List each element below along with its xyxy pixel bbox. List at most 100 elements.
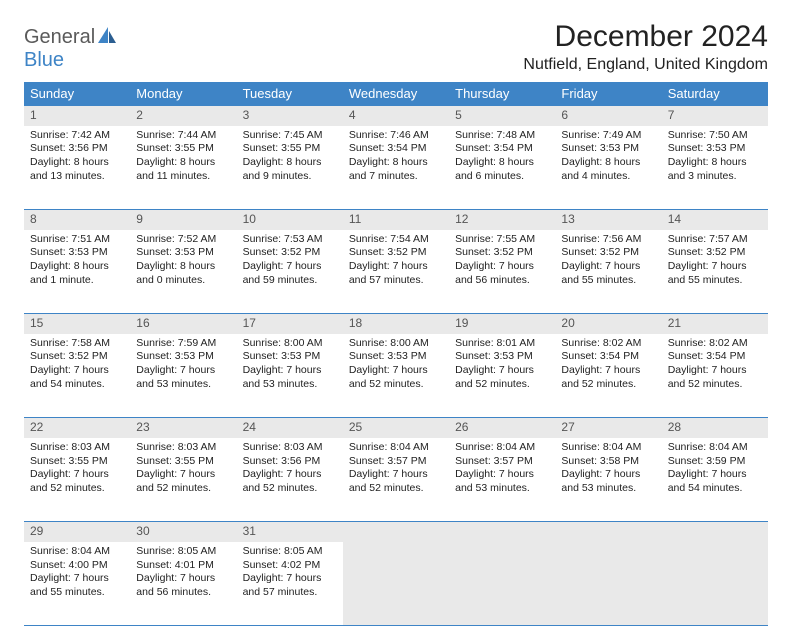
week-content-row: Sunrise: 8:03 AMSunset: 3:55 PMDaylight:… — [24, 438, 768, 522]
day-cell: Sunrise: 8:00 AMSunset: 3:53 PMDaylight:… — [237, 334, 343, 418]
day-cell: Sunrise: 8:04 AMSunset: 3:59 PMDaylight:… — [662, 438, 768, 522]
daylight-text: Daylight: 7 hours and 52 minutes. — [243, 468, 337, 495]
daylight-text: Daylight: 8 hours and 0 minutes. — [136, 260, 230, 287]
sunset-text: Sunset: 4:02 PM — [243, 559, 337, 573]
day-number-cell: 6 — [555, 106, 661, 126]
sunset-text: Sunset: 3:57 PM — [349, 455, 443, 469]
sunrise-text: Sunrise: 8:05 AM — [136, 545, 230, 559]
daylight-text: Daylight: 7 hours and 55 minutes. — [668, 260, 762, 287]
sunset-text: Sunset: 3:55 PM — [136, 455, 230, 469]
sunset-text: Sunset: 3:56 PM — [243, 455, 337, 469]
day-header-row: SundayMondayTuesdayWednesdayThursdayFrid… — [24, 82, 768, 106]
day-cell: Sunrise: 7:44 AMSunset: 3:55 PMDaylight:… — [130, 126, 236, 210]
day-cell: Sunrise: 8:03 AMSunset: 3:55 PMDaylight:… — [130, 438, 236, 522]
day-number-cell: 22 — [24, 418, 130, 438]
sunrise-text: Sunrise: 7:45 AM — [243, 129, 337, 143]
location-text: Nutfield, England, United Kingdom — [523, 56, 768, 74]
sunrise-text: Sunrise: 7:53 AM — [243, 233, 337, 247]
daylight-text: Daylight: 7 hours and 56 minutes. — [455, 260, 549, 287]
day-number-cell: 29 — [24, 522, 130, 542]
sunset-text: Sunset: 3:54 PM — [455, 142, 549, 156]
day-number-cell: 27 — [555, 418, 661, 438]
sunset-text: Sunset: 3:52 PM — [349, 246, 443, 260]
day-number-cell: 31 — [237, 522, 343, 542]
day-number-cell: 12 — [449, 210, 555, 230]
daylight-text: Daylight: 7 hours and 53 minutes. — [561, 468, 655, 495]
day-number-cell: 3 — [237, 106, 343, 126]
daylight-text: Daylight: 8 hours and 9 minutes. — [243, 156, 337, 183]
daylight-text: Daylight: 7 hours and 56 minutes. — [136, 572, 230, 599]
daylight-text: Daylight: 7 hours and 57 minutes. — [349, 260, 443, 287]
sunset-text: Sunset: 3:56 PM — [30, 142, 124, 156]
day-cell: Sunrise: 8:00 AMSunset: 3:53 PMDaylight:… — [343, 334, 449, 418]
sunset-text: Sunset: 3:55 PM — [243, 142, 337, 156]
sunset-text: Sunset: 3:54 PM — [349, 142, 443, 156]
daylight-text: Daylight: 7 hours and 53 minutes. — [455, 468, 549, 495]
sunset-text: Sunset: 3:52 PM — [455, 246, 549, 260]
sunrise-text: Sunrise: 7:56 AM — [561, 233, 655, 247]
day-cell: Sunrise: 8:03 AMSunset: 3:56 PMDaylight:… — [237, 438, 343, 522]
day-cell — [449, 542, 555, 626]
sunrise-text: Sunrise: 8:03 AM — [30, 441, 124, 455]
day-number-cell: 2 — [130, 106, 236, 126]
day-cell: Sunrise: 7:56 AMSunset: 3:52 PMDaylight:… — [555, 230, 661, 314]
day-number-cell: 18 — [343, 314, 449, 334]
daylight-text: Daylight: 7 hours and 54 minutes. — [30, 364, 124, 391]
title-block: December 2024 Nutfield, England, United … — [523, 20, 768, 74]
daylight-text: Daylight: 8 hours and 6 minutes. — [455, 156, 549, 183]
day-header: Sunday — [24, 82, 130, 106]
day-cell: Sunrise: 8:04 AMSunset: 3:57 PMDaylight:… — [343, 438, 449, 522]
daylight-text: Daylight: 8 hours and 1 minute. — [30, 260, 124, 287]
sunset-text: Sunset: 3:53 PM — [243, 350, 337, 364]
sunrise-text: Sunrise: 7:51 AM — [30, 233, 124, 247]
sunset-text: Sunset: 3:54 PM — [561, 350, 655, 364]
sunset-text: Sunset: 3:53 PM — [136, 350, 230, 364]
sunrise-text: Sunrise: 7:49 AM — [561, 129, 655, 143]
day-number-cell: 20 — [555, 314, 661, 334]
sunrise-text: Sunrise: 7:59 AM — [136, 337, 230, 351]
day-number-cell: 14 — [662, 210, 768, 230]
day-number-cell — [343, 522, 449, 542]
daylight-text: Daylight: 7 hours and 54 minutes. — [668, 468, 762, 495]
sunset-text: Sunset: 3:59 PM — [668, 455, 762, 469]
day-cell: Sunrise: 8:05 AMSunset: 4:02 PMDaylight:… — [237, 542, 343, 626]
daylight-text: Daylight: 8 hours and 4 minutes. — [561, 156, 655, 183]
calendar-body: 1234567Sunrise: 7:42 AMSunset: 3:56 PMDa… — [24, 106, 768, 626]
sunrise-text: Sunrise: 7:44 AM — [136, 129, 230, 143]
day-number-cell: 25 — [343, 418, 449, 438]
sunrise-text: Sunrise: 7:54 AM — [349, 233, 443, 247]
sunset-text: Sunset: 3:55 PM — [136, 142, 230, 156]
daylight-text: Daylight: 7 hours and 53 minutes. — [136, 364, 230, 391]
sunset-text: Sunset: 3:53 PM — [349, 350, 443, 364]
daylight-text: Daylight: 7 hours and 52 minutes. — [561, 364, 655, 391]
day-number-cell: 8 — [24, 210, 130, 230]
sunset-text: Sunset: 4:00 PM — [30, 559, 124, 573]
sunset-text: Sunset: 3:57 PM — [455, 455, 549, 469]
day-number-cell: 9 — [130, 210, 236, 230]
sunrise-text: Sunrise: 8:01 AM — [455, 337, 549, 351]
day-cell: Sunrise: 7:46 AMSunset: 3:54 PMDaylight:… — [343, 126, 449, 210]
week-content-row: Sunrise: 7:58 AMSunset: 3:52 PMDaylight:… — [24, 334, 768, 418]
daynum-row: 891011121314 — [24, 210, 768, 230]
daylight-text: Daylight: 7 hours and 52 minutes. — [30, 468, 124, 495]
daylight-text: Daylight: 7 hours and 53 minutes. — [243, 364, 337, 391]
day-cell: Sunrise: 8:02 AMSunset: 3:54 PMDaylight:… — [662, 334, 768, 418]
daylight-text: Daylight: 7 hours and 52 minutes. — [455, 364, 549, 391]
sunrise-text: Sunrise: 7:57 AM — [668, 233, 762, 247]
day-number-cell: 26 — [449, 418, 555, 438]
sunrise-text: Sunrise: 8:04 AM — [30, 545, 124, 559]
day-number-cell: 28 — [662, 418, 768, 438]
daylight-text: Daylight: 8 hours and 11 minutes. — [136, 156, 230, 183]
daynum-row: 22232425262728 — [24, 418, 768, 438]
daylight-text: Daylight: 7 hours and 52 minutes. — [136, 468, 230, 495]
daylight-text: Daylight: 7 hours and 55 minutes. — [30, 572, 124, 599]
sunset-text: Sunset: 3:53 PM — [30, 246, 124, 260]
sunrise-text: Sunrise: 8:03 AM — [136, 441, 230, 455]
week-content-row: Sunrise: 7:42 AMSunset: 3:56 PMDaylight:… — [24, 126, 768, 210]
sunrise-text: Sunrise: 7:48 AM — [455, 129, 549, 143]
sunset-text: Sunset: 3:55 PM — [30, 455, 124, 469]
daylight-text: Daylight: 7 hours and 59 minutes. — [243, 260, 337, 287]
sunrise-text: Sunrise: 7:55 AM — [455, 233, 549, 247]
daynum-row: 293031 — [24, 522, 768, 542]
sunrise-text: Sunrise: 8:05 AM — [243, 545, 337, 559]
